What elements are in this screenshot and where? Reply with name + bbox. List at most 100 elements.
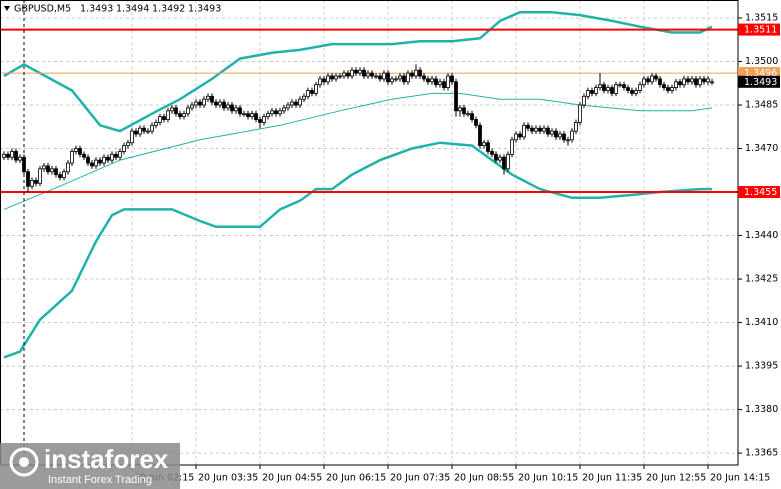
x-tick-label: 20 Jun 04:55 bbox=[262, 473, 322, 484]
candle-body bbox=[374, 75, 378, 78]
candle-body bbox=[526, 124, 530, 129]
candle-body bbox=[598, 84, 602, 89]
y-tick-label: 1.3395 bbox=[745, 361, 778, 372]
candle-body bbox=[154, 122, 158, 126]
candle-body bbox=[138, 127, 142, 135]
candle-body bbox=[246, 113, 250, 118]
candle-body bbox=[418, 69, 422, 77]
x-tick-label: 20 Jun 06:15 bbox=[326, 473, 386, 484]
candle-body bbox=[534, 127, 538, 132]
candle-body bbox=[34, 180, 38, 184]
candle-body bbox=[454, 81, 458, 112]
candle-body bbox=[406, 72, 410, 83]
candle-body bbox=[162, 116, 166, 120]
candle-body bbox=[502, 156, 506, 170]
candle-body bbox=[710, 81, 714, 84]
candle-body bbox=[558, 133, 562, 138]
candle-body bbox=[422, 75, 426, 80]
candle-body bbox=[434, 78, 438, 86]
plot-area bbox=[0, 0, 738, 465]
candle-body bbox=[54, 168, 58, 176]
candle-body bbox=[46, 165, 50, 173]
candle-body bbox=[346, 72, 350, 77]
candle-body bbox=[470, 113, 474, 120]
y-tick-label: 1.3515 bbox=[745, 12, 778, 23]
candle-body bbox=[610, 87, 614, 94]
candle-body bbox=[634, 90, 638, 94]
candle-body bbox=[690, 78, 694, 83]
candle-body bbox=[562, 133, 566, 141]
indicator-line bbox=[3, 141, 712, 359]
candle-body bbox=[386, 72, 390, 83]
candle-body bbox=[290, 101, 294, 106]
candle-body bbox=[122, 145, 126, 152]
candle-body bbox=[382, 72, 386, 80]
candle-body bbox=[238, 107, 242, 115]
price-level-box bbox=[738, 186, 780, 199]
candle-body bbox=[566, 139, 570, 142]
candle-body bbox=[698, 78, 702, 86]
candle-body bbox=[686, 78, 690, 83]
candle-body bbox=[74, 148, 78, 152]
candle-body bbox=[370, 72, 374, 77]
candle-body bbox=[510, 139, 514, 155]
candle-body bbox=[230, 104, 234, 112]
candle-body bbox=[530, 127, 534, 132]
candle-body bbox=[70, 151, 74, 164]
last-price-box bbox=[738, 75, 780, 88]
candle-body bbox=[638, 84, 642, 91]
candle-body bbox=[38, 168, 42, 184]
candle-body bbox=[234, 107, 238, 112]
candle-body bbox=[310, 90, 314, 94]
candle-body bbox=[30, 180, 34, 187]
candle-body bbox=[670, 87, 674, 91]
axes: 1.3515 1.3500 1.3485 1.3470 1.3455 1.3440 1.34… bbox=[131, 12, 780, 484]
watermark-brand: instaforex bbox=[44, 444, 169, 474]
candle-body bbox=[446, 75, 450, 89]
candle-body bbox=[662, 84, 666, 89]
candle-body bbox=[450, 75, 454, 83]
candle-body bbox=[158, 116, 162, 123]
price-level-box bbox=[738, 23, 780, 36]
last-price-label: 1.3493 bbox=[744, 77, 777, 88]
y-tick-label: 1.3365 bbox=[745, 448, 778, 459]
candle-body bbox=[674, 81, 678, 89]
candle-body bbox=[398, 75, 402, 80]
candle-body bbox=[298, 98, 302, 106]
candle-body bbox=[2, 153, 6, 158]
candle-body bbox=[574, 122, 578, 132]
candle-body bbox=[254, 113, 258, 120]
candle-body bbox=[474, 119, 478, 126]
candle-body bbox=[486, 142, 490, 152]
candle-body bbox=[314, 84, 318, 94]
candle-body bbox=[222, 101, 226, 109]
candle-body bbox=[706, 78, 710, 83]
x-tick-label: 20 Jun 12:55 bbox=[646, 473, 706, 484]
candle-body bbox=[126, 142, 130, 147]
candle-body bbox=[478, 124, 482, 147]
candle-body bbox=[282, 107, 286, 112]
candle-body bbox=[334, 75, 338, 80]
candle-body bbox=[278, 110, 282, 115]
candle-body bbox=[10, 151, 14, 158]
candle-body bbox=[694, 78, 698, 86]
candle-body bbox=[498, 156, 502, 161]
candle-body bbox=[582, 95, 586, 106]
candle-body bbox=[342, 72, 346, 77]
candle-body bbox=[78, 148, 82, 155]
candle-body bbox=[150, 124, 154, 132]
candle-body bbox=[394, 78, 398, 81]
candle-body bbox=[18, 156, 22, 161]
indicator-line bbox=[3, 10, 713, 133]
candle-body bbox=[410, 72, 414, 77]
candle-body bbox=[466, 113, 470, 116]
candle-body bbox=[350, 69, 354, 77]
candle-body bbox=[26, 171, 30, 187]
candle-body bbox=[266, 113, 270, 118]
candle-body bbox=[654, 75, 658, 80]
candle-body bbox=[402, 75, 406, 83]
candle-body bbox=[590, 90, 594, 94]
candle-body bbox=[178, 113, 182, 118]
candle-body bbox=[366, 72, 370, 77]
